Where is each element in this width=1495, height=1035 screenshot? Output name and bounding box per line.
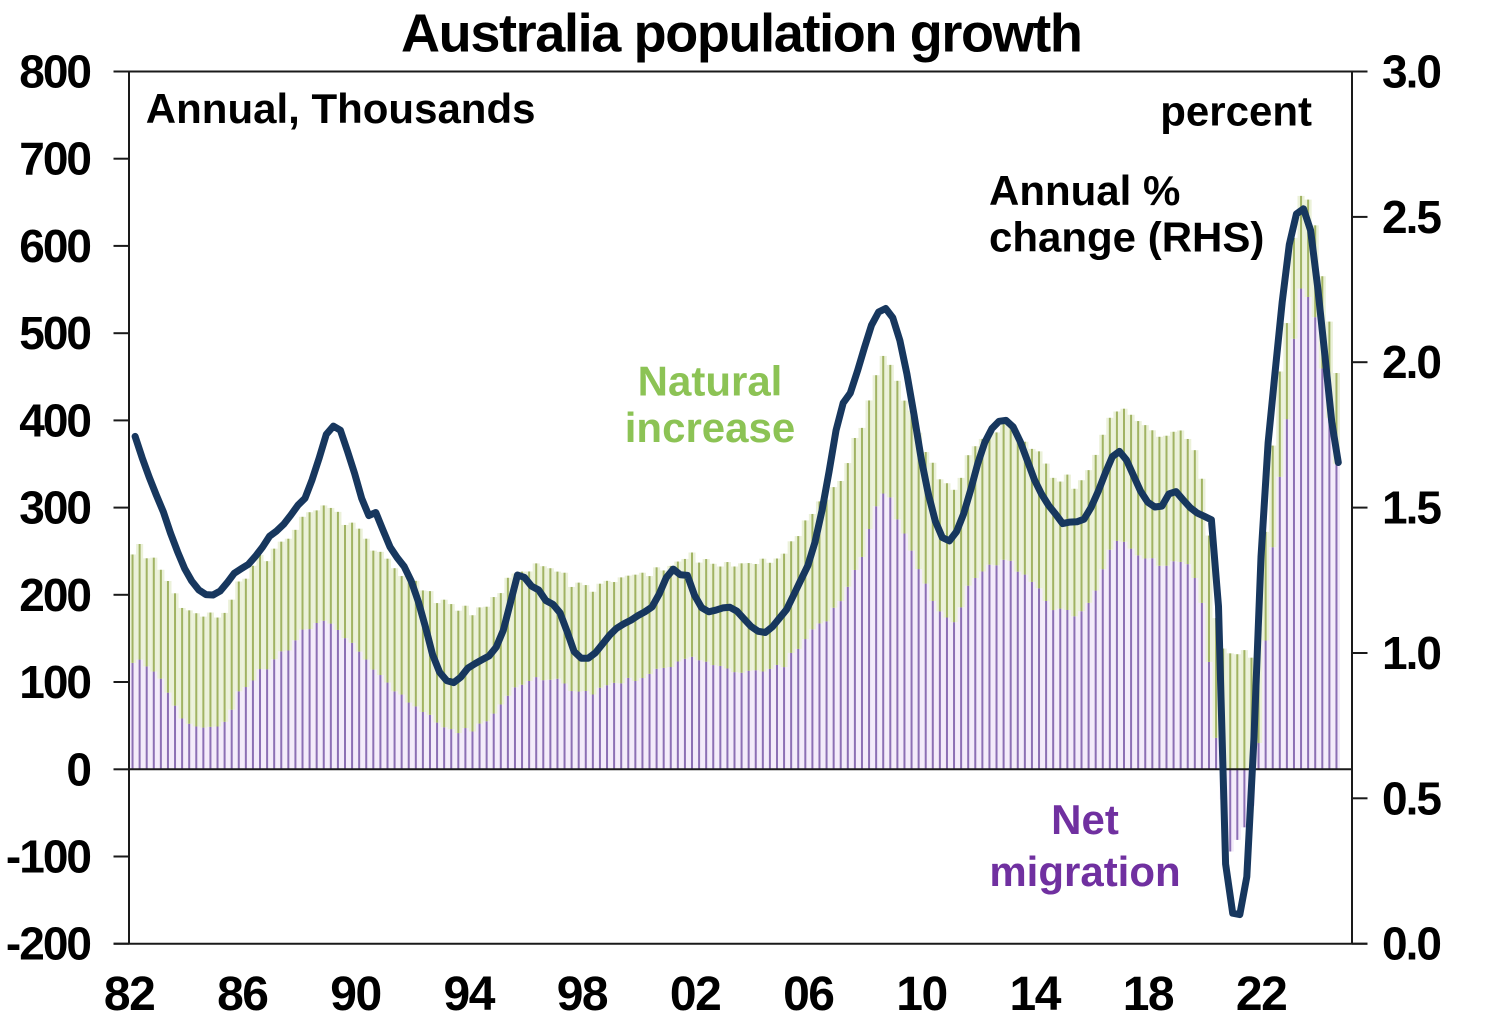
svg-text:Australia population growth: Australia population growth — [401, 3, 1082, 63]
svg-text:700: 700 — [19, 133, 90, 185]
svg-text:82: 82 — [104, 968, 154, 1021]
svg-text:06: 06 — [783, 968, 833, 1021]
svg-text:98: 98 — [557, 968, 608, 1021]
svg-text:300: 300 — [19, 482, 90, 534]
svg-text:2.5: 2.5 — [1382, 191, 1441, 243]
svg-text:change (RHS): change (RHS) — [989, 213, 1264, 260]
svg-text:Annual %: Annual % — [989, 167, 1180, 214]
svg-text:-200: -200 — [6, 918, 90, 970]
svg-text:0: 0 — [66, 743, 90, 795]
svg-text:10: 10 — [896, 968, 946, 1021]
svg-text:-100: -100 — [6, 830, 90, 882]
svg-text:86: 86 — [217, 968, 267, 1021]
svg-text:400: 400 — [19, 394, 90, 446]
svg-text:3.0: 3.0 — [1382, 46, 1440, 98]
svg-text:Natural: Natural — [638, 358, 783, 405]
svg-text:90: 90 — [330, 968, 380, 1021]
svg-text:Annual, Thousands: Annual, Thousands — [146, 85, 536, 132]
svg-text:22: 22 — [1236, 968, 1286, 1021]
svg-text:0.5: 0.5 — [1382, 772, 1441, 824]
svg-text:02: 02 — [670, 968, 720, 1021]
svg-text:500: 500 — [19, 307, 90, 359]
svg-text:0.0: 0.0 — [1382, 918, 1440, 970]
svg-text:percent: percent — [1160, 88, 1312, 135]
svg-text:600: 600 — [19, 220, 90, 272]
svg-text:migration: migration — [989, 848, 1180, 895]
svg-text:increase: increase — [625, 404, 795, 451]
svg-text:14: 14 — [1010, 968, 1062, 1021]
svg-text:18: 18 — [1123, 968, 1174, 1021]
svg-text:200: 200 — [19, 569, 90, 621]
svg-text:94: 94 — [444, 968, 496, 1021]
svg-text:1.0: 1.0 — [1382, 627, 1440, 679]
svg-text:1.5: 1.5 — [1382, 482, 1441, 534]
svg-text:800: 800 — [19, 46, 90, 98]
svg-text:Net: Net — [1051, 796, 1119, 843]
svg-text:2.0: 2.0 — [1382, 336, 1440, 388]
svg-text:100: 100 — [19, 656, 90, 708]
